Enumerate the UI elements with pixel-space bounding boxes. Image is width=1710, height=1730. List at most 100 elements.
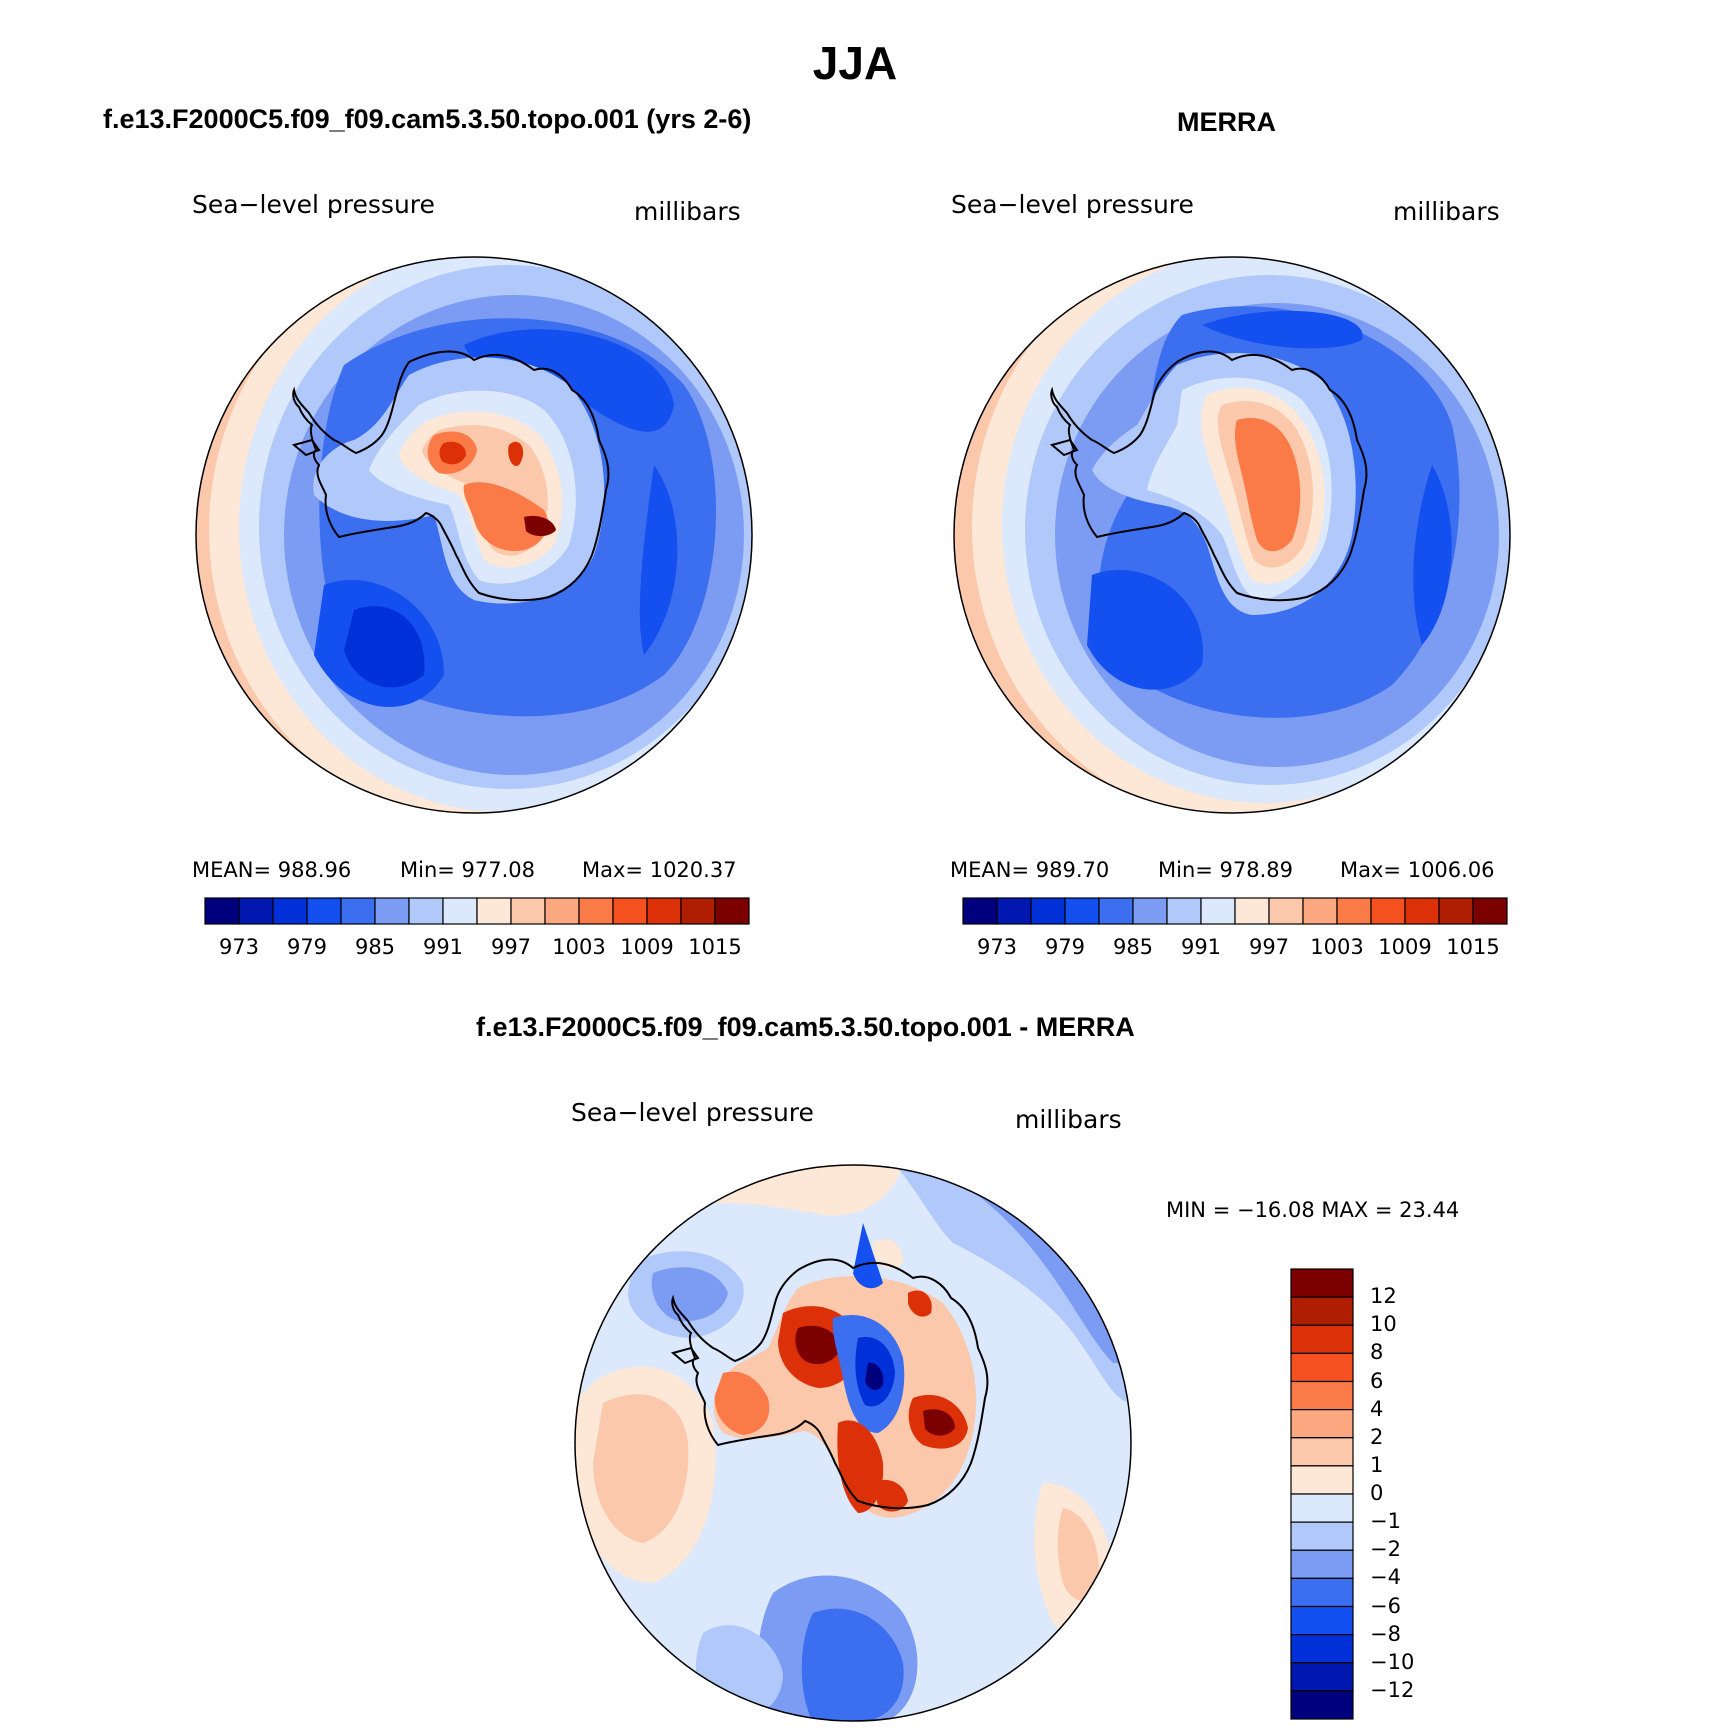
panel2-colorbar-box [1064, 897, 1100, 925]
panel2-colorbar-tick-label: 997 [1248, 935, 1290, 959]
panel1-field-label: Sea−level pressure [192, 190, 435, 219]
panel2-colorbar-tick-label: 991 [1180, 935, 1222, 959]
panel2-max-label: Max= [1340, 858, 1402, 882]
panel3-colorbar-box [1290, 1690, 1354, 1720]
panel2-title: MERRA [1177, 107, 1276, 137]
panel3-colorbar-box [1290, 1380, 1354, 1411]
panel1-units-label: millibars [634, 197, 741, 226]
panel2-colorbar-tick-label: 1009 [1378, 935, 1432, 959]
panel2-field-label: Sea−level pressure [951, 190, 1194, 219]
panel3-colorbar-tick-label: 1 [1370, 1452, 1384, 1477]
panel1-mean-label: MEAN= [192, 858, 272, 882]
main-title: JJA [812, 37, 898, 89]
panel3-minmax: MIN = −16.08 MAX = 23.44 [1166, 1198, 1460, 1222]
panel3-colorbar-tick-label: −2 [1370, 1537, 1401, 1562]
panel1-colorbar-box [238, 897, 274, 925]
panel2-colorbar-box [1438, 897, 1474, 925]
panel1-colorbar-box [442, 897, 478, 925]
panel2-min-value: 978.89 [1219, 858, 1294, 882]
panel2-colorbar-box [1234, 897, 1270, 925]
panel3-colorbar-box [1290, 1268, 1354, 1298]
panel3-colorbar-tick-label: −6 [1370, 1593, 1401, 1618]
panel2-colorbar-box [962, 897, 998, 925]
panel2-mean-label: MEAN= [950, 858, 1030, 882]
panel3-colorbar-tick-label: −1 [1370, 1509, 1401, 1534]
panel1-max-value: 1020.37 [649, 858, 737, 882]
panel2-colorbar-tick-label: 1003 [1310, 935, 1364, 959]
panel1-min-value: 977.08 [461, 858, 536, 882]
panel2-colorbar-box [1030, 897, 1066, 925]
panel1-colorbar-box [680, 897, 716, 925]
panel3-colorbar-box [1290, 1549, 1354, 1579]
panel3-colorbar-box [1290, 1296, 1354, 1326]
panel3-colorbar-box [1290, 1493, 1354, 1523]
panel1-colorbar-tick-label: 997 [490, 935, 532, 959]
panel3-colorbar-box [1290, 1577, 1354, 1608]
panel1-colorbar-box [714, 897, 750, 925]
panel1-mean: MEAN= 988.96 [192, 858, 351, 882]
panel2-colorbar-box [1098, 897, 1134, 925]
panel1-colorbar-box [476, 897, 512, 925]
panel2-colorbar-box [1404, 897, 1440, 925]
panel1-colorbar-box [306, 897, 342, 925]
panel2-colorbar-tick-label: 1015 [1446, 935, 1500, 959]
panel3-colorbar-tick-label: 12 [1370, 1284, 1397, 1309]
panel1-colorbar-tick-label: 1003 [552, 935, 606, 959]
panel1-min-label: Min= [400, 858, 455, 882]
panel1-colorbar-tick-label: 991 [422, 935, 464, 959]
panel1-min: Min= 977.08 [400, 858, 535, 882]
panel1-title: f.e13.F2000C5.f09_f09.cam5.3.50.topo.001… [103, 104, 752, 134]
panel3-colorbar-box [1290, 1352, 1354, 1383]
panel1-colorbar-box [646, 897, 682, 925]
panel3-field-label: Sea−level pressure [571, 1098, 814, 1127]
panel2-mean: MEAN= 989.70 [950, 858, 1109, 882]
panel2-colorbar-box [1268, 897, 1304, 925]
panel2-colorbar-box [1200, 897, 1236, 925]
panel3-colorbar-box [1290, 1521, 1354, 1551]
panel3-colorbar-tick-label: 0 [1370, 1481, 1384, 1505]
panel2-colorbar-box [1302, 897, 1338, 925]
panel1-colorbar-tick-label: 979 [286, 935, 328, 959]
panel1-max: Max= 1020.37 [582, 858, 737, 882]
panel3-colorbar-box [1290, 1605, 1354, 1636]
panel2-max: Max= 1006.06 [1340, 858, 1495, 882]
panel2-min-label: Min= [1158, 858, 1213, 882]
panel2-colorbar-tick-label: 973 [976, 935, 1018, 959]
panel1-colorbar-box [374, 897, 410, 925]
panel1-mean-value: 988.96 [277, 858, 352, 882]
panel1-colorbar-box [408, 897, 444, 925]
panel3-colorbar [1290, 1268, 1354, 1720]
panel1-colorbar-tick-label: 985 [354, 935, 396, 959]
panel1-polar-map [196, 257, 752, 813]
panel3-colorbar-box [1290, 1409, 1354, 1439]
panel1-colorbar-tick-label: 973 [218, 935, 260, 959]
panel3-colorbar-tick-label: 4 [1370, 1396, 1384, 1421]
panel2-colorbar-box [1370, 897, 1406, 925]
panel2-colorbar-box [1336, 897, 1372, 925]
panel2-max-value: 1006.06 [1407, 858, 1495, 882]
panel1-colorbar-box [578, 897, 614, 925]
panel3-colorbar-tick-label: 2 [1370, 1424, 1384, 1449]
panel3-colorbar-tick-label: 8 [1370, 1340, 1384, 1365]
panel1-colorbar-box [510, 897, 546, 925]
panel2-map-border [953, 256, 1511, 814]
panel3-colorbar-box [1290, 1662, 1354, 1692]
panel3-colorbar-tick-label: 6 [1370, 1368, 1384, 1393]
panel1-colorbar-box [204, 897, 240, 925]
panel3-colorbar-tick-label: −10 [1370, 1649, 1415, 1674]
panel1-colorbar-tick-label: 1009 [620, 935, 674, 959]
panel3-polar-map [575, 1165, 1131, 1721]
panel3-title: f.e13.F2000C5.f09_f09.cam5.3.50.topo.001… [476, 1012, 1135, 1042]
panel2-colorbar [962, 897, 1508, 925]
panel3-colorbar-box [1290, 1465, 1354, 1495]
panel2-colorbar-tick-label: 985 [1112, 935, 1154, 959]
panel2-mean-value: 989.70 [1035, 858, 1110, 882]
panel1-colorbar-box [340, 897, 376, 925]
panel2-colorbar-box [1132, 897, 1168, 925]
panel3-units-label: millibars [1015, 1105, 1122, 1134]
panel1-map-border [195, 256, 753, 814]
panel2-min: Min= 978.89 [1158, 858, 1293, 882]
panel3-colorbar-box [1290, 1437, 1354, 1467]
panel1-colorbar [204, 897, 750, 925]
panel2-colorbar-tick-label: 979 [1044, 935, 1086, 959]
